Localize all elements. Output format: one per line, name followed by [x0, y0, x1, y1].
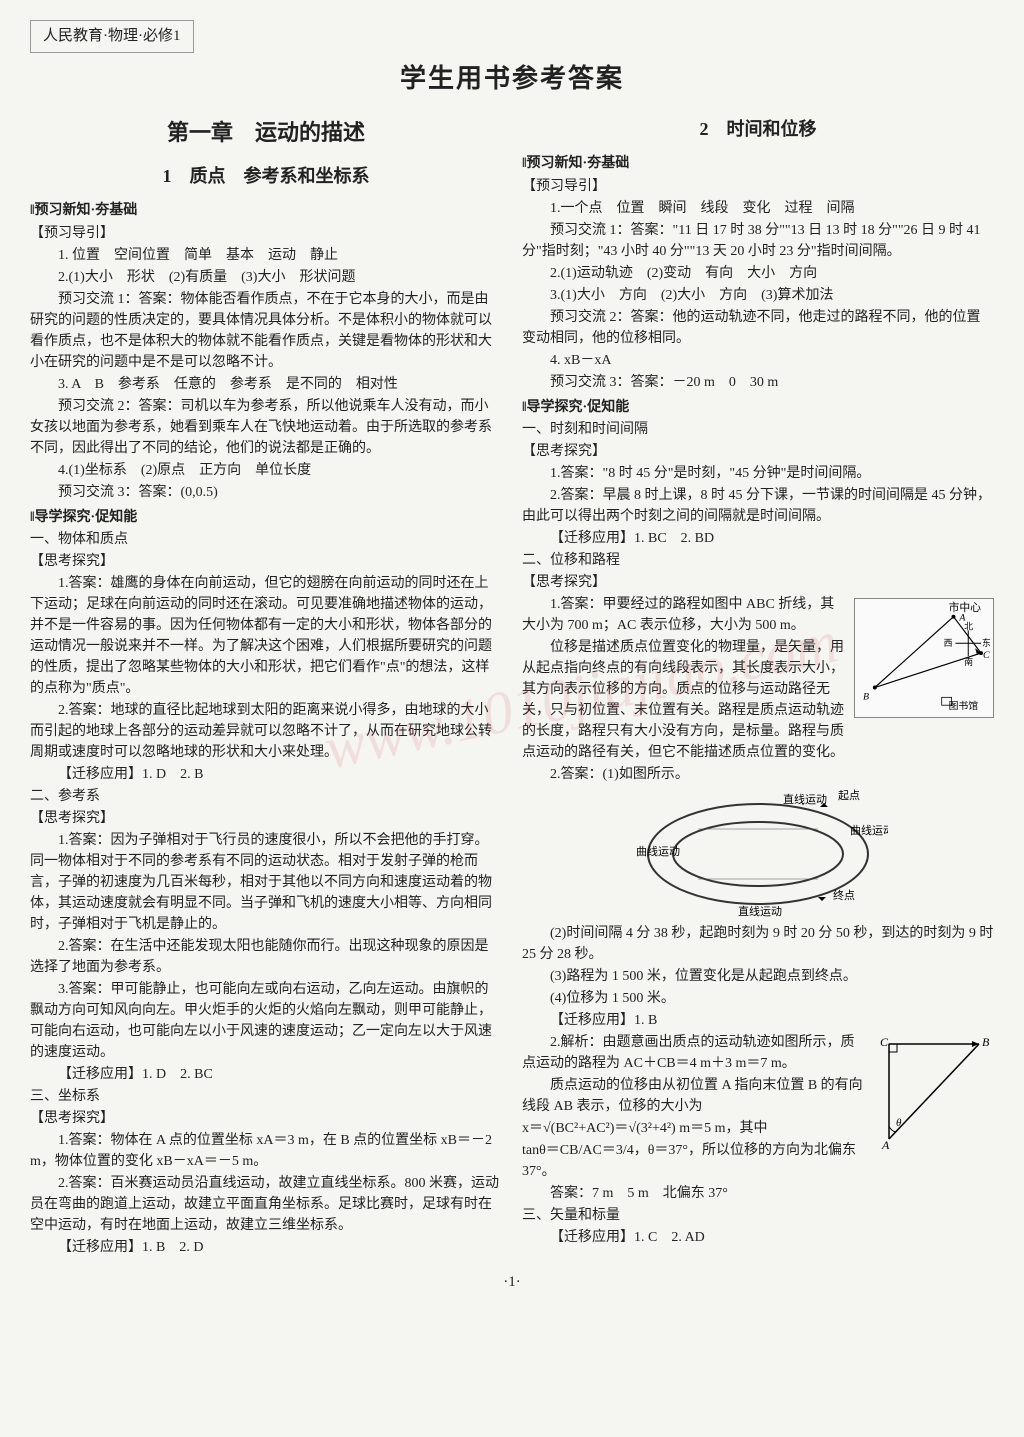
svg-text:直线运动: 直线运动	[783, 792, 827, 806]
para: 2.答案：在生活中还能发现太阳也能随你而行。出现这种现象的原因是选择了地面为参考…	[30, 936, 502, 978]
preview-guide-r: 【预习导引】	[522, 176, 994, 197]
para: 1.答案：物体在 A 点的位置坐标 xA＝3 m，在 B 点的位置坐标 xB＝－…	[30, 1130, 502, 1172]
svg-text:起点: 起点	[838, 789, 860, 802]
sub-c: 三、坐标系	[30, 1086, 502, 1107]
svg-text:图书馆: 图书馆	[949, 699, 979, 712]
sub-b: 二、参考系	[30, 786, 502, 807]
para: (3)路程为 1 500 米，位置变化是从起跑点到终点。	[522, 966, 994, 987]
para: 1.答案：因为子弹相对于飞行员的速度很小，所以不会把他的手打穿。同一物体相对于不…	[30, 830, 502, 935]
svg-text:C: C	[983, 650, 990, 661]
think-explore-2: 【思考探究】	[30, 808, 502, 829]
svg-text:终点: 终点	[833, 888, 855, 902]
para: 预习交流 1：答案："11 日 17 时 38 分""13 日 13 时 18 …	[522, 220, 994, 262]
svg-text:A: A	[881, 1138, 890, 1152]
section-2-title: 2 时间和位移	[522, 116, 994, 143]
para: 【迁移应用】1. D 2. BC	[30, 1064, 502, 1085]
svg-text:西: 西	[944, 638, 953, 648]
preview-header-r: ‖预习新知·夯基础	[522, 153, 994, 174]
chapter-title: 第一章 运动的描述	[30, 116, 502, 149]
para: 4. xB－xA	[522, 350, 994, 371]
think-explore-3: 【思考探究】	[30, 1108, 502, 1129]
svg-text:B: B	[982, 1035, 990, 1049]
para: 2.答案：地球的直径比起地球到太阳的距离来说小得多，由地球的大小而引起的地球上各…	[30, 700, 502, 763]
header-box: 人民教育·物理·必修1	[30, 20, 194, 53]
para: 2.答案：早晨 8 时上课，8 时 45 分下课，一节课的时间间隔是 45 分钟…	[522, 485, 994, 527]
para: 1.答案："8 时 45 分"是时刻，"45 分钟"是时间间隔。	[522, 463, 994, 484]
preview-header: ‖预习新知·夯基础	[30, 200, 502, 221]
para: 预习交流 3：答案：－20 m 0 30 m	[522, 372, 994, 393]
para: 3. A B 参考系 任意的 参考系 是不同的 相对性	[30, 374, 502, 395]
svg-text:θ: θ	[896, 1117, 902, 1129]
svg-text:北: 北	[964, 621, 973, 631]
main-title: 学生用书参考答案	[30, 59, 994, 98]
para: 【迁移应用】1. BC 2. BD	[522, 528, 994, 549]
page-number: ·1·	[30, 1271, 994, 1294]
preview-guide: 【预习导引】	[30, 223, 502, 244]
para: (2)时间间隔 4 分 38 秒，起跑时刻为 9 时 20 分 50 秒，到达的…	[522, 923, 994, 965]
para: 2.(1)大小 形状 (2)有质量 (3)大小 形状问题	[30, 267, 502, 288]
para: 3.(1)大小 方向 (2)大小 方向 (3)算术加法	[522, 285, 994, 306]
svg-text:东: 东	[982, 637, 991, 648]
svg-text:曲线运动: 曲线运动	[636, 844, 680, 858]
running-track-diagram: 直线运动 起点 曲线运动 曲线运动 终点 直线运动	[628, 789, 888, 919]
para: 预习交流 3：答案：(0,0.5)	[30, 482, 502, 503]
para: 1. 位置 空间位置 简单 基本 运动 静止	[30, 245, 502, 266]
svg-text:直线运动: 直线运动	[738, 904, 782, 918]
para: 【迁移应用】1. B	[522, 1010, 994, 1031]
think-explore-r2: 【思考探究】	[522, 572, 994, 593]
sub-rb: 二、位移和路程	[522, 550, 994, 571]
two-column-layout: 第一章 运动的描述 1 质点 参考系和坐标系 ‖预习新知·夯基础 【预习导引】 …	[30, 116, 994, 1259]
para: 预习交流 2：答案：他的运动轨迹不同，他走过的路程不同，他的位置变动相同，他的位…	[522, 307, 994, 349]
right-column: 2 时间和位移 ‖预习新知·夯基础 【预习导引】 1.一个点 位置 瞬间 线段 …	[522, 116, 994, 1259]
right-triangle-diagram: A B C θ	[874, 1034, 994, 1154]
sub-rc: 三、矢量和标量	[522, 1205, 994, 1226]
para: 预习交流 2：答案：司机以车为参考系，所以他说乘车人没有动，而小女孩以地面为参考…	[30, 396, 502, 459]
svg-text:B: B	[863, 691, 869, 702]
compass-map-diagram: 市中心 A 北 南 东 西 C B 图书馆	[854, 598, 994, 718]
left-column: 第一章 运动的描述 1 质点 参考系和坐标系 ‖预习新知·夯基础 【预习导引】 …	[30, 116, 502, 1259]
para: 【迁移应用】1. B 2. D	[30, 1237, 502, 1258]
para: 1.答案：雄鹰的身体在向前运动，但它的翅膀在向前运动的同时还在上下运动；足球在向…	[30, 573, 502, 699]
sub-a: 一、物体和质点	[30, 529, 502, 550]
para: (4)位移为 1 500 米。	[522, 988, 994, 1009]
para: 3.答案：甲可能静止，也可能向左或向右运动，乙向左运动。由旗帜的飘动方向可知风向…	[30, 979, 502, 1063]
think-explore-r1: 【思考探究】	[522, 441, 994, 462]
para: 2.答案：百米赛运动员沿直线运动，故建立直线坐标系。800 米赛，运动员在弯曲的…	[30, 1173, 502, 1236]
para: 2.答案：(1)如图所示。	[522, 764, 994, 785]
explore-header-r: ‖导学探究·促知能	[522, 397, 994, 418]
sub-ra: 一、时刻和时间间隔	[522, 419, 994, 440]
para: 1.一个点 位置 瞬间 线段 变化 过程 间隔	[522, 198, 994, 219]
para: 【迁移应用】1. C 2. AD	[522, 1227, 994, 1248]
para: 4.(1)坐标系 (2)原点 正方向 单位长度	[30, 460, 502, 481]
para: 【迁移应用】1. D 2. B	[30, 764, 502, 785]
think-explore: 【思考探究】	[30, 551, 502, 572]
section-1-title: 1 质点 参考系和坐标系	[30, 163, 502, 190]
svg-text:曲线运动: 曲线运动	[850, 823, 888, 837]
para: 答案：7 m 5 m 北偏东 37°	[522, 1183, 994, 1204]
svg-text:C: C	[880, 1035, 889, 1049]
explore-header: ‖导学探究·促知能	[30, 507, 502, 528]
para: 预习交流 1：答案：物体能否看作质点，不在于它本身的大小，而是由研究的问题的性质…	[30, 289, 502, 373]
para: 2.(1)运动轨迹 (2)变动 有向 大小 方向	[522, 263, 994, 284]
